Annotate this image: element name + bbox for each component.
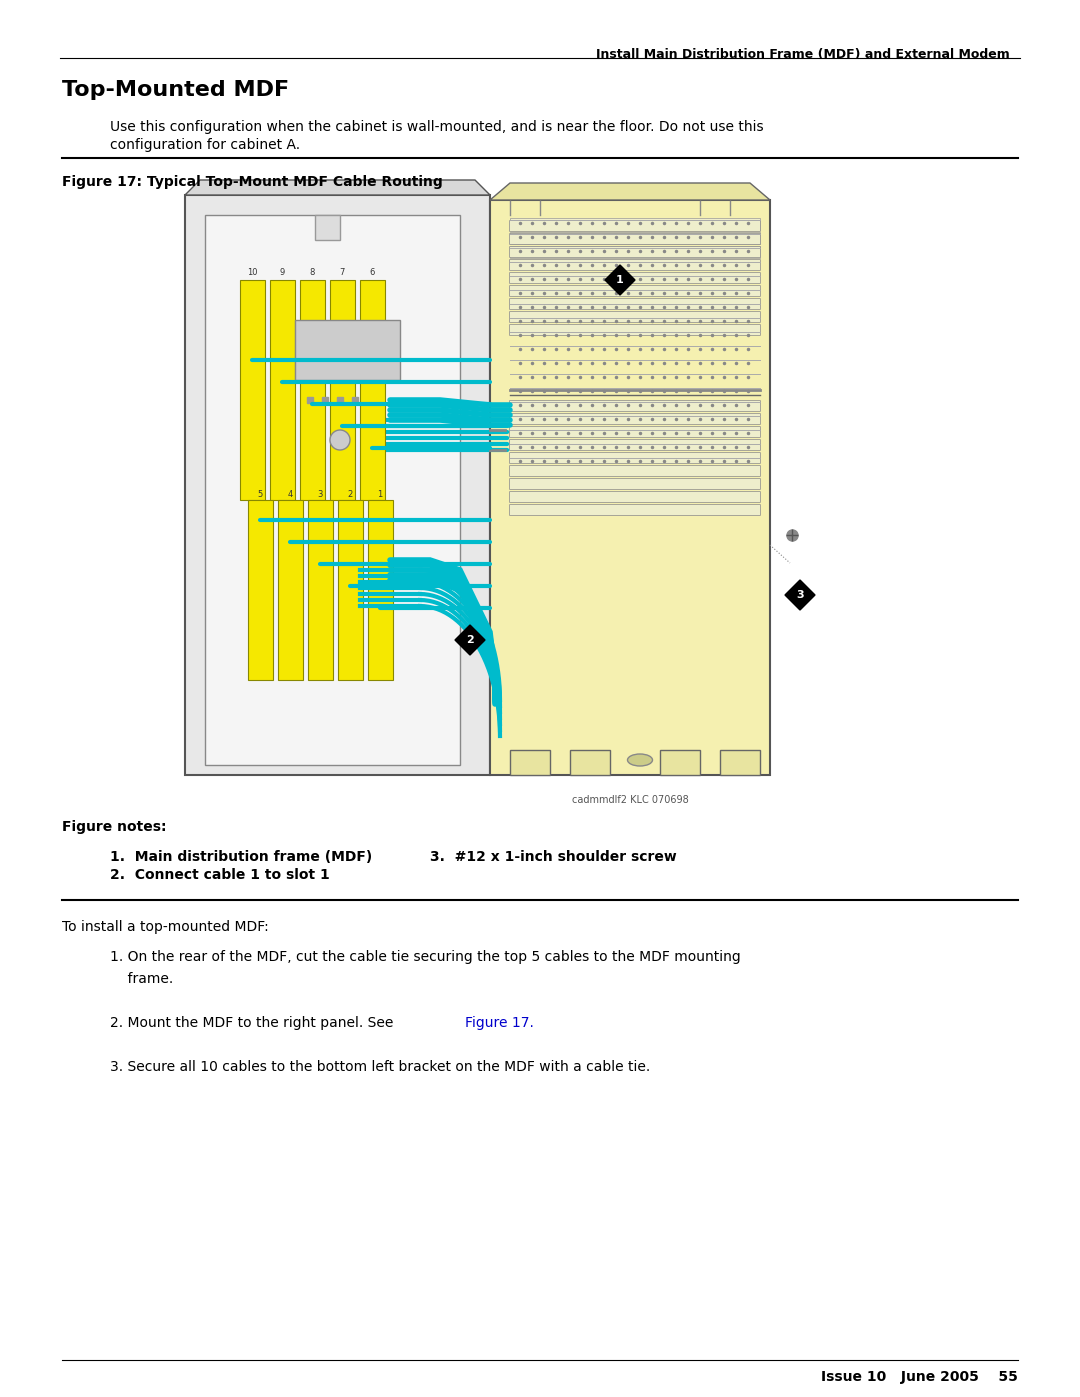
Text: cadmmdlf2 KLC 070698: cadmmdlf2 KLC 070698	[571, 795, 688, 805]
Polygon shape	[455, 624, 485, 655]
Polygon shape	[510, 232, 760, 244]
Polygon shape	[240, 279, 265, 500]
Polygon shape	[248, 500, 273, 680]
Text: 1.  Main distribution frame (MDF): 1. Main distribution frame (MDF)	[110, 849, 373, 863]
Text: Figure 17: Typical Top-Mount MDF Cable Routing: Figure 17: Typical Top-Mount MDF Cable R…	[62, 175, 443, 189]
Polygon shape	[490, 200, 770, 775]
Text: 1. On the rear of the MDF, cut the cable tie securing the top 5 cables to the MD: 1. On the rear of the MDF, cut the cable…	[110, 950, 741, 964]
FancyBboxPatch shape	[510, 233, 760, 244]
Text: 7: 7	[339, 268, 345, 277]
Ellipse shape	[627, 754, 652, 766]
Text: 2: 2	[467, 636, 474, 645]
Text: frame.: frame.	[110, 972, 173, 986]
FancyBboxPatch shape	[510, 504, 760, 515]
FancyBboxPatch shape	[510, 426, 760, 437]
Polygon shape	[308, 500, 333, 680]
Text: 1: 1	[616, 275, 624, 285]
Text: Figure 17.: Figure 17.	[465, 1016, 534, 1030]
FancyBboxPatch shape	[510, 246, 760, 257]
Text: 1: 1	[377, 490, 382, 499]
Polygon shape	[295, 320, 400, 380]
FancyBboxPatch shape	[510, 272, 760, 284]
FancyBboxPatch shape	[510, 401, 760, 412]
Polygon shape	[510, 246, 760, 258]
Text: 3: 3	[318, 490, 323, 499]
Circle shape	[330, 430, 350, 450]
FancyBboxPatch shape	[510, 440, 760, 450]
Text: 3: 3	[796, 590, 804, 599]
Polygon shape	[490, 183, 770, 200]
Polygon shape	[570, 750, 610, 775]
Text: 2: 2	[348, 490, 353, 499]
Polygon shape	[278, 500, 303, 680]
FancyBboxPatch shape	[510, 324, 760, 335]
Polygon shape	[300, 279, 325, 500]
Polygon shape	[785, 580, 815, 610]
Polygon shape	[205, 215, 460, 766]
Text: 8: 8	[309, 268, 314, 277]
Polygon shape	[185, 196, 490, 775]
FancyBboxPatch shape	[510, 453, 760, 464]
Text: 4: 4	[287, 490, 293, 499]
FancyBboxPatch shape	[510, 299, 760, 310]
Text: 2. Mount the MDF to the right panel. See: 2. Mount the MDF to the right panel. See	[110, 1016, 397, 1030]
Text: To install a top-mounted MDF:: To install a top-mounted MDF:	[62, 921, 269, 935]
Polygon shape	[315, 215, 340, 240]
FancyBboxPatch shape	[510, 312, 760, 323]
Polygon shape	[338, 500, 363, 680]
Text: Figure notes:: Figure notes:	[62, 820, 166, 834]
Polygon shape	[185, 180, 490, 196]
Text: 9: 9	[280, 268, 285, 277]
FancyBboxPatch shape	[510, 479, 760, 489]
Text: 10: 10	[246, 268, 257, 277]
Text: Install Main Distribution Frame (MDF) and External Modem: Install Main Distribution Frame (MDF) an…	[596, 47, 1010, 61]
Polygon shape	[270, 279, 295, 500]
FancyBboxPatch shape	[510, 260, 760, 271]
Polygon shape	[510, 218, 760, 231]
Text: configuration for cabinet A.: configuration for cabinet A.	[110, 138, 300, 152]
Polygon shape	[605, 265, 635, 295]
Polygon shape	[368, 500, 393, 680]
Text: 3.  #12 x 1-inch shoulder screw: 3. #12 x 1-inch shoulder screw	[430, 849, 677, 863]
Text: 6: 6	[369, 268, 375, 277]
Text: Top-Mounted MDF: Top-Mounted MDF	[62, 80, 289, 101]
FancyBboxPatch shape	[510, 414, 760, 425]
FancyBboxPatch shape	[510, 492, 760, 503]
Polygon shape	[330, 279, 355, 500]
Text: 5: 5	[257, 490, 262, 499]
Polygon shape	[510, 750, 550, 775]
Text: 3. Secure all 10 cables to the bottom left bracket on the MDF with a cable tie.: 3. Secure all 10 cables to the bottom le…	[110, 1060, 650, 1074]
Text: 2.  Connect cable 1 to slot 1: 2. Connect cable 1 to slot 1	[110, 868, 329, 882]
FancyBboxPatch shape	[510, 465, 760, 476]
Polygon shape	[720, 750, 760, 775]
Polygon shape	[660, 750, 700, 775]
FancyBboxPatch shape	[510, 285, 760, 296]
FancyBboxPatch shape	[510, 221, 760, 232]
Text: Issue 10   June 2005    55: Issue 10 June 2005 55	[821, 1370, 1018, 1384]
Polygon shape	[360, 279, 384, 500]
Text: Use this configuration when the cabinet is wall-mounted, and is near the floor. : Use this configuration when the cabinet …	[110, 120, 764, 134]
